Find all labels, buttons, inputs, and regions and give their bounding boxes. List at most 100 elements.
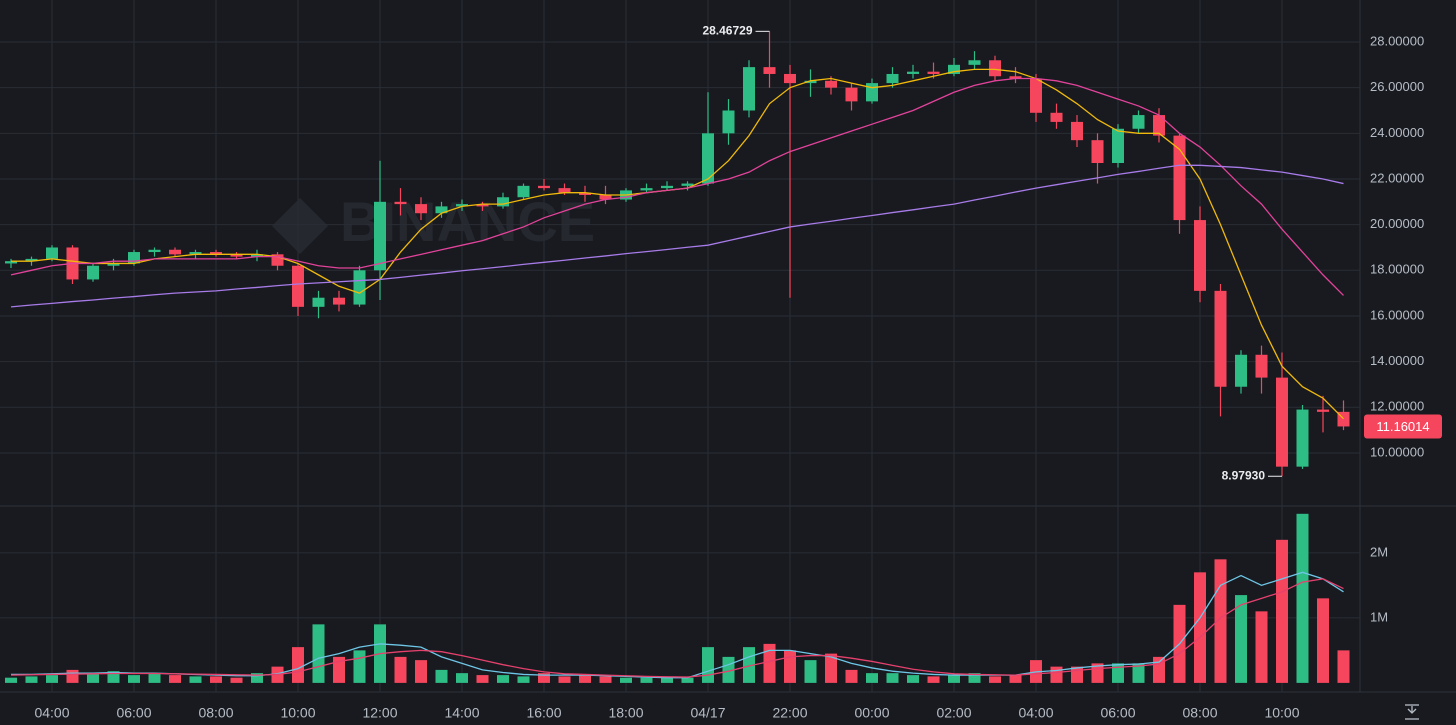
- y-tick-label: 22.00000: [1370, 170, 1424, 185]
- volume-bar: [927, 676, 940, 683]
- candle-body: [1009, 76, 1022, 79]
- candle-body: [907, 71, 919, 74]
- candle-body: [128, 252, 140, 264]
- volume-bar: [620, 677, 632, 683]
- candle-body: [722, 110, 735, 134]
- candle-body: [579, 192, 591, 195]
- volume-bar: [456, 673, 468, 683]
- x-tick-label: 06:00: [1100, 705, 1135, 721]
- y-tick-label: 26.00000: [1370, 79, 1424, 94]
- candle-body: [784, 73, 796, 84]
- ma-line: [10, 77, 1344, 296]
- candle-body: [312, 297, 325, 307]
- volume-bar: [497, 675, 509, 683]
- volume-bar: [415, 660, 427, 683]
- candle-body: [948, 64, 960, 74]
- volume-bar: [1153, 656, 1165, 683]
- candle-body: [599, 194, 612, 200]
- volume-bar: [333, 656, 345, 683]
- candle-body: [394, 201, 407, 205]
- candle-body: [1296, 409, 1309, 467]
- volume-bar: [907, 675, 919, 683]
- x-tick-label: 08:00: [1182, 705, 1217, 721]
- candle-body: [1112, 128, 1124, 164]
- volume-bar: [394, 656, 407, 683]
- last-price-label: 11.16014: [1376, 419, 1429, 434]
- volume-bar: [46, 675, 58, 683]
- watermark-logo: [272, 198, 328, 254]
- candle-body: [5, 261, 17, 264]
- volume-bar: [845, 669, 858, 683]
- volume-bar: [435, 669, 448, 683]
- candle-body: [989, 60, 1001, 77]
- candle-body: [169, 249, 181, 255]
- volume-bar: [968, 673, 981, 683]
- annotation-label: 8.97930: [1222, 468, 1266, 482]
- candle-body: [456, 204, 468, 207]
- volume-bar: [517, 676, 530, 683]
- x-tick-label: 04:00: [34, 705, 69, 721]
- annotation-label: 28.46729: [702, 24, 752, 38]
- candle-body: [640, 188, 653, 191]
- candle-body: [251, 254, 263, 257]
- volume-bar: [681, 677, 694, 683]
- x-tick-label: 08:00: [198, 705, 233, 721]
- x-tick-label: 10:00: [1264, 705, 1299, 721]
- candle-body: [825, 80, 837, 88]
- candle-body: [558, 188, 571, 193]
- candle-body: [435, 206, 448, 214]
- x-tick-label: 04/17: [690, 705, 725, 721]
- ma-line: [10, 578, 1344, 678]
- volume-bar: [661, 677, 673, 683]
- volume-bar: [538, 673, 550, 683]
- x-tick-label: 16:00: [526, 705, 561, 721]
- volume-bar: [66, 669, 79, 683]
- volume-bar: [148, 673, 161, 683]
- scale-icon[interactable]: [1405, 704, 1419, 720]
- candle-body: [681, 183, 694, 186]
- candle-body: [886, 73, 899, 84]
- y-tick-label: 18.00000: [1370, 262, 1424, 277]
- volume-bar: [989, 676, 1001, 683]
- candle-body: [353, 270, 366, 305]
- candle-body: [107, 263, 120, 266]
- x-tick-label: 06:00: [116, 705, 151, 721]
- candle-body: [333, 297, 345, 305]
- volume-bar: [1132, 663, 1145, 683]
- volume-tick-label: 2M: [1370, 544, 1388, 559]
- volume-bar: [1050, 666, 1063, 683]
- candle-body: [1153, 115, 1165, 136]
- y-tick-label: 20.00000: [1370, 216, 1424, 231]
- volume-bar: [1235, 595, 1247, 683]
- volume-bar: [948, 675, 960, 683]
- volume-bar: [5, 677, 17, 683]
- volume-bar: [1112, 663, 1124, 683]
- volume-bar: [1276, 539, 1288, 683]
- x-tick-label: 14:00: [444, 705, 479, 721]
- volume-bar: [251, 673, 263, 683]
- candle-body: [374, 201, 386, 271]
- y-tick-label: 16.00000: [1370, 307, 1424, 322]
- candle-body: [292, 265, 304, 307]
- volume-bar: [128, 675, 140, 683]
- candle-body: [927, 71, 940, 74]
- candle-body: [538, 185, 550, 189]
- candle-body: [46, 247, 58, 259]
- ma-line: [11, 571, 1344, 679]
- candle-body: [25, 258, 38, 262]
- volume-bar: [1009, 675, 1022, 683]
- candle-body: [1030, 78, 1042, 113]
- volume-bar: [640, 677, 653, 683]
- candle-body: [1132, 115, 1145, 129]
- candle-body: [1071, 121, 1083, 141]
- y-tick-label: 24.00000: [1370, 125, 1424, 140]
- candle-body: [87, 265, 99, 280]
- x-tick-label: 00:00: [854, 705, 889, 721]
- candle-body: [763, 67, 776, 74]
- x-tick-label: 22:00: [772, 705, 807, 721]
- candle-body: [271, 254, 284, 266]
- candle-body: [1091, 140, 1104, 164]
- volume-bar: [312, 624, 325, 683]
- volume-bar: [1317, 598, 1329, 683]
- volume-bar: [87, 673, 99, 683]
